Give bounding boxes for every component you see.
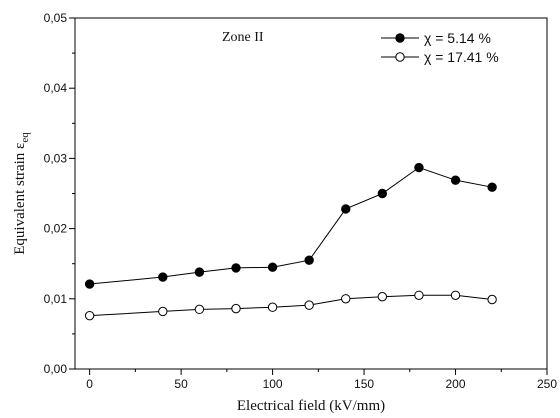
data-point: [267, 262, 278, 272]
legend-marker: [395, 33, 405, 43]
y-tick-label: 0,05: [44, 11, 68, 25]
data-point: [377, 188, 388, 199]
legend: χ = 5.14 % χ = 17.41 %: [381, 30, 499, 65]
y-axis-title-main: Equivalent strain ε: [12, 143, 28, 255]
legend-marker: [395, 52, 405, 62]
data-point: [304, 255, 314, 265]
x-tick-label: 150: [354, 377, 374, 391]
data-point: [158, 272, 168, 282]
axes: [74, 17, 548, 370]
y-tick-label: 0,02: [44, 222, 68, 236]
y-tick-label: 0,01: [44, 292, 68, 306]
series-line: [89, 294, 493, 317]
plot-frame: [74, 17, 548, 370]
data-point: [414, 162, 424, 173]
series-1: [84, 162, 497, 289]
y-tick-label: 0,00: [44, 362, 68, 376]
legend-item: χ = 17.41 %: [381, 49, 499, 65]
y-tick-label: 0,03: [44, 151, 68, 165]
x-tick-label: 50: [174, 377, 188, 391]
x-tick-label: 200: [446, 377, 466, 391]
x-tick-label: 0: [86, 377, 93, 391]
ticks: 0 50 100 150 200 250 0,00 0,01 0,02 0,03 0,04 0,05: [44, 11, 558, 391]
series-2: [84, 290, 497, 321]
data-point: [84, 279, 95, 289]
data-point: [304, 300, 314, 310]
series-line: [89, 166, 493, 285]
legend-item: χ = 5.14 %: [381, 30, 491, 46]
data-point: [487, 294, 497, 305]
data-point: [487, 182, 497, 192]
series: [84, 162, 497, 321]
zone-annotation: Zone II: [222, 30, 264, 45]
x-tick-label: 100: [263, 377, 283, 391]
data-point: [414, 290, 424, 300]
data-point: [377, 291, 388, 302]
data-point: [231, 263, 241, 273]
data-point: [194, 267, 205, 277]
data-point: [231, 303, 241, 314]
legend-label: χ = 5.14 %: [424, 30, 491, 46]
x-axis-title: Electrical field (kV/mm): [237, 398, 385, 414]
data-point: [84, 310, 95, 321]
x-tick-label: 250: [537, 377, 557, 391]
data-point: [194, 304, 205, 315]
y-axis-title: Equivalent strain εeq: [12, 132, 31, 255]
legend-label: χ = 17.41 %: [424, 49, 499, 65]
data-point: [341, 294, 351, 304]
data-point: [158, 306, 168, 317]
data-point: [450, 290, 461, 300]
data-point: [341, 204, 351, 214]
data-point: [450, 175, 461, 185]
y-axis-title-subscript: eq: [19, 132, 31, 143]
data-point: [267, 302, 278, 312]
y-tick-label: 0,04: [44, 81, 68, 95]
